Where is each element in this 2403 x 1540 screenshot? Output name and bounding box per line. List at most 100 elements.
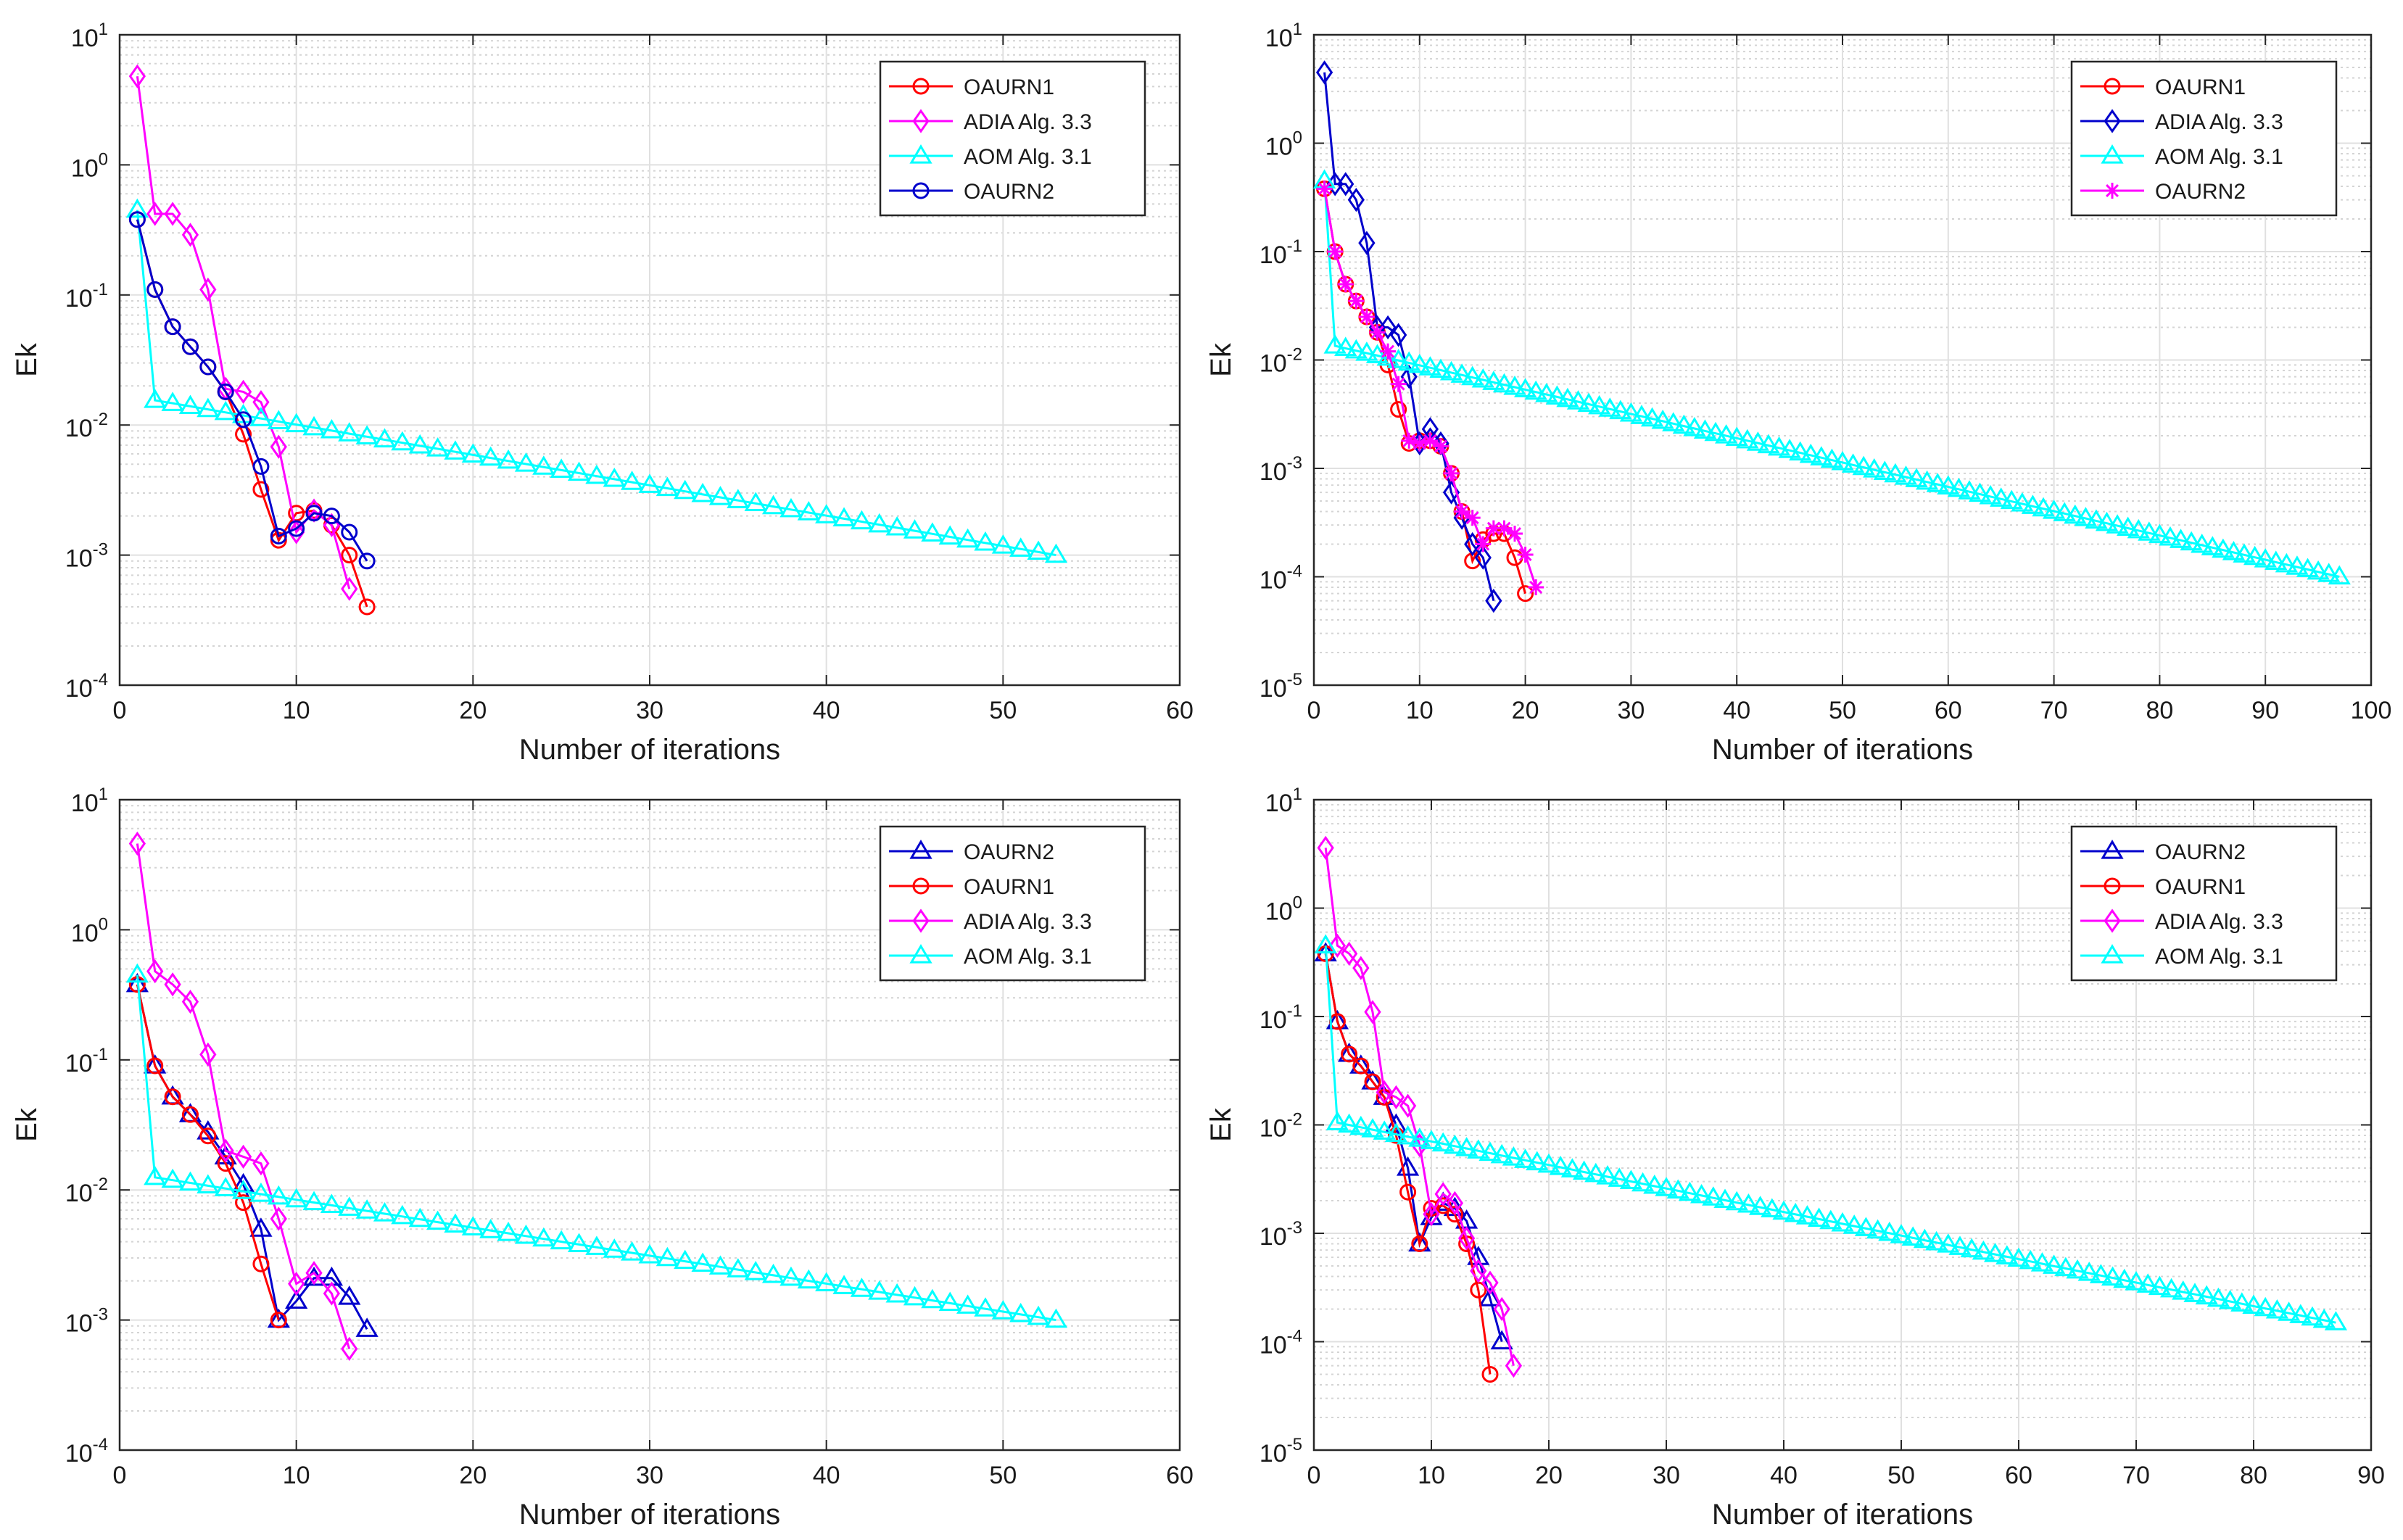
data-point [144, 389, 167, 408]
x-tick-label: 50 [1887, 1462, 1915, 1489]
data-point [585, 1235, 608, 1255]
data-point [2136, 1273, 2159, 1293]
data-point [1352, 1057, 1370, 1075]
data-point [1397, 351, 1420, 371]
x-tick-label: 0 [1307, 697, 1321, 724]
x-tick-label: 30 [1617, 697, 1645, 724]
data-point [2191, 533, 2214, 553]
data-point [1651, 409, 1674, 429]
x-tick-label: 60 [1166, 1462, 1194, 1489]
data-point [744, 1261, 767, 1280]
legend-marker [912, 908, 930, 933]
data-point [285, 1188, 308, 1208]
data-point [199, 277, 217, 302]
data-point [1913, 1228, 1937, 1249]
data-point [164, 1088, 181, 1106]
legend-label: ADIA Alg. 3.3 [2155, 910, 2283, 934]
series-adia-alg-3-3 [128, 831, 358, 1362]
data-point [235, 1194, 252, 1212]
y-axis-label: Ek [1205, 342, 1237, 377]
data-point [1799, 443, 1822, 463]
data-point [1926, 473, 1949, 492]
legend-entry: AOM Alg. 3.1 [889, 944, 1092, 969]
data-point [1474, 545, 1492, 570]
data-point [252, 1151, 270, 1176]
data-point [144, 1165, 167, 1185]
data-point [146, 202, 164, 226]
series-oaurn2 [128, 211, 376, 570]
data-point [1455, 1137, 1478, 1156]
data-point [355, 1199, 379, 1219]
data-point [2089, 1264, 2113, 1283]
data-point [497, 1222, 520, 1241]
data-point [850, 510, 874, 530]
data-point [1493, 1296, 1510, 1322]
data-point [2106, 514, 2129, 534]
x-tick-label: 80 [2146, 697, 2173, 724]
x-tick-label: 100 [2351, 697, 2392, 724]
series-oaurn1 [128, 976, 287, 1329]
data-point [2307, 560, 2330, 580]
data-point [1924, 1230, 1948, 1251]
data-point [1337, 276, 1354, 293]
data-point [1478, 1141, 1502, 1162]
legend-marker [2104, 78, 2121, 95]
data-point [1485, 589, 1502, 613]
legend-marker [909, 944, 932, 964]
data-point [461, 1216, 484, 1235]
data-point [323, 1281, 341, 1306]
data-point [1757, 434, 1780, 454]
data-point [444, 1213, 467, 1233]
data-point [1009, 1302, 1033, 1322]
x-tick-label: 60 [1166, 697, 1194, 724]
data-point [1464, 510, 1481, 526]
y-tick-label: 10-2 [65, 1175, 108, 1207]
data-point [2030, 1252, 2054, 1272]
data-point [1323, 334, 1347, 354]
data-point [1439, 360, 1463, 381]
data-point [249, 1217, 273, 1237]
data-point [288, 1271, 305, 1296]
data-point [2032, 497, 2055, 517]
data-point [2201, 536, 2224, 555]
x-tick-label: 30 [1653, 1462, 1680, 1489]
y-tick-label: 10-1 [1260, 1001, 1302, 1034]
data-point [302, 415, 326, 436]
data-point [2000, 489, 2023, 510]
x-tick-label: 20 [459, 697, 487, 724]
data-point [2289, 1304, 2312, 1324]
data-point [305, 505, 323, 522]
data-point [2148, 1275, 2172, 1296]
data-point [727, 489, 750, 508]
data-point [270, 1312, 287, 1329]
data-point [1443, 1134, 1467, 1154]
data-point [1725, 426, 1748, 447]
series-line [136, 984, 280, 1321]
series-line [136, 76, 351, 589]
data-point [1863, 458, 1886, 478]
x-tick-label: 10 [1406, 697, 1434, 724]
data-point [285, 413, 308, 433]
data-point [2222, 541, 2246, 560]
data-point [1937, 1233, 1960, 1253]
data-point [2180, 531, 2203, 551]
legend-label: ADIA Alg. 3.3 [2155, 110, 2283, 134]
data-point [903, 1286, 927, 1306]
data-point [199, 1042, 217, 1067]
data-point [1513, 1148, 1537, 1168]
data-point [2296, 558, 2320, 578]
data-point [1746, 431, 1769, 451]
data-point [125, 198, 149, 218]
data-point [2007, 1247, 2030, 1267]
data-point [1643, 1174, 1666, 1194]
data-point [181, 338, 199, 355]
legend-entry: ADIA Alg. 3.3 [2080, 908, 2283, 934]
data-point [125, 963, 149, 983]
data-point [270, 527, 287, 545]
data-point [1341, 1046, 1358, 1063]
data-point [252, 481, 270, 498]
data-point [1347, 188, 1365, 212]
data-point [1619, 1170, 1643, 1190]
data-point [1380, 343, 1397, 360]
y-tick-label: 10-4 [1260, 1327, 1302, 1359]
